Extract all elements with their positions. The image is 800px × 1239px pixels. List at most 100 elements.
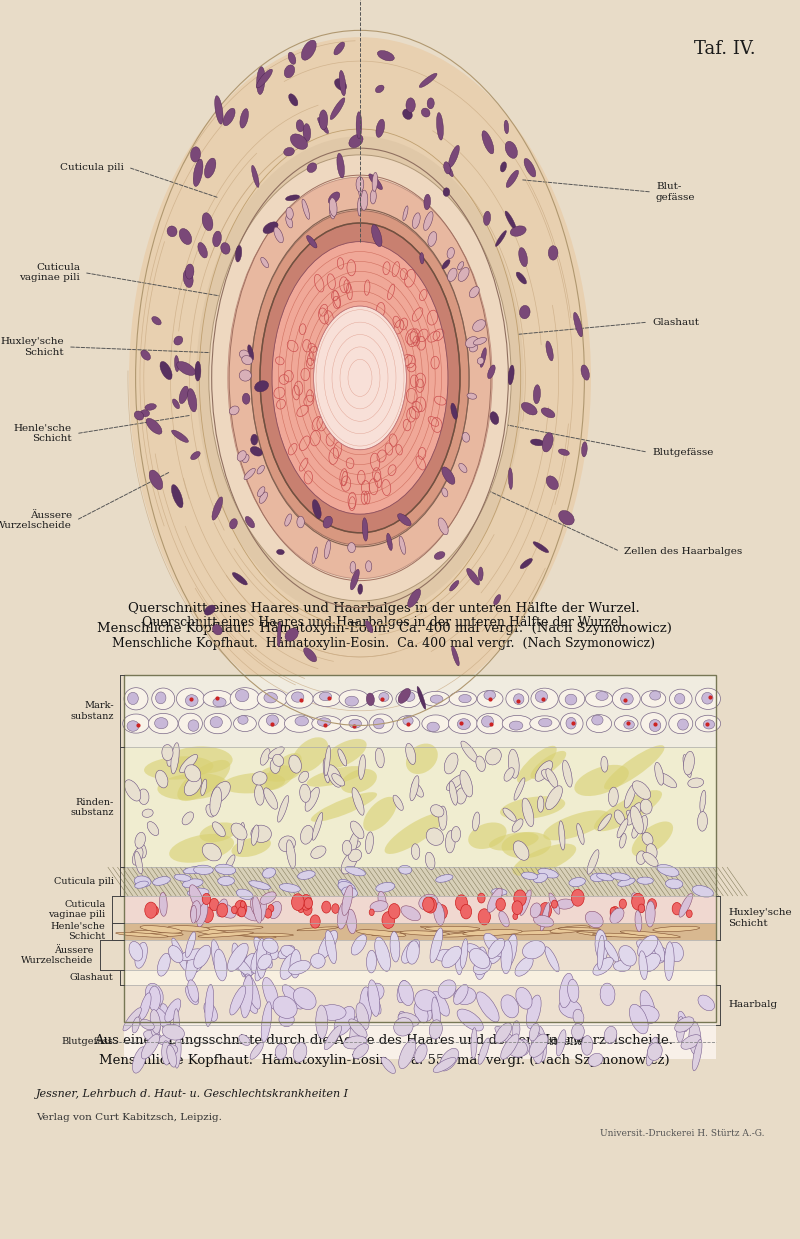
Ellipse shape: [398, 1011, 408, 1032]
Ellipse shape: [646, 901, 655, 927]
Ellipse shape: [228, 177, 492, 579]
Ellipse shape: [642, 852, 658, 866]
Ellipse shape: [353, 1043, 369, 1058]
Ellipse shape: [251, 165, 259, 187]
Ellipse shape: [215, 865, 236, 875]
Ellipse shape: [275, 1044, 286, 1059]
Ellipse shape: [418, 895, 438, 911]
Ellipse shape: [444, 753, 458, 774]
Ellipse shape: [389, 903, 400, 919]
Ellipse shape: [190, 146, 201, 162]
Ellipse shape: [370, 690, 392, 707]
Ellipse shape: [257, 67, 265, 94]
Ellipse shape: [116, 932, 168, 937]
Ellipse shape: [298, 871, 315, 880]
Ellipse shape: [434, 1058, 456, 1073]
Ellipse shape: [586, 690, 613, 707]
Ellipse shape: [478, 358, 484, 364]
Ellipse shape: [458, 268, 469, 281]
Ellipse shape: [573, 1010, 584, 1025]
Ellipse shape: [556, 900, 574, 909]
Ellipse shape: [238, 907, 246, 917]
Ellipse shape: [504, 768, 514, 782]
Ellipse shape: [235, 689, 249, 701]
Ellipse shape: [504, 120, 509, 134]
Ellipse shape: [238, 823, 245, 854]
Ellipse shape: [230, 406, 239, 415]
Ellipse shape: [187, 389, 197, 411]
Ellipse shape: [624, 784, 636, 808]
Ellipse shape: [632, 893, 644, 909]
Ellipse shape: [478, 567, 483, 581]
Ellipse shape: [339, 71, 346, 95]
Ellipse shape: [230, 519, 238, 529]
Ellipse shape: [239, 349, 250, 359]
Ellipse shape: [683, 755, 691, 778]
Ellipse shape: [596, 691, 608, 700]
Ellipse shape: [202, 213, 213, 230]
Ellipse shape: [398, 689, 410, 704]
Ellipse shape: [312, 813, 322, 840]
Ellipse shape: [242, 393, 250, 404]
Ellipse shape: [230, 986, 246, 1015]
Ellipse shape: [298, 771, 309, 783]
Ellipse shape: [199, 823, 238, 843]
Ellipse shape: [499, 911, 510, 927]
Ellipse shape: [466, 944, 482, 957]
Ellipse shape: [378, 51, 394, 61]
Text: Menschliche Kopfhaut.  Hämatoxylin-Eosin.  Ca. 550 mal vergr. (Nach Szymonowicz): Menschliche Kopfhaut. Hämatoxylin-Eosin.…: [98, 1054, 670, 1067]
Ellipse shape: [254, 784, 264, 805]
Ellipse shape: [513, 844, 576, 876]
Ellipse shape: [206, 804, 214, 817]
Ellipse shape: [222, 773, 286, 793]
Ellipse shape: [190, 953, 204, 973]
Ellipse shape: [438, 807, 447, 830]
Ellipse shape: [412, 782, 423, 797]
Ellipse shape: [358, 755, 366, 779]
Ellipse shape: [434, 551, 445, 559]
Ellipse shape: [630, 807, 643, 834]
Bar: [124, 940, 716, 970]
Ellipse shape: [374, 937, 390, 971]
Ellipse shape: [422, 108, 430, 116]
Text: Taf. IV.: Taf. IV.: [694, 40, 756, 58]
Ellipse shape: [501, 1033, 519, 1059]
Ellipse shape: [304, 648, 317, 662]
Ellipse shape: [646, 1037, 658, 1066]
Ellipse shape: [245, 974, 261, 1009]
Ellipse shape: [449, 145, 459, 167]
Ellipse shape: [520, 890, 531, 916]
Ellipse shape: [450, 781, 458, 805]
Ellipse shape: [303, 903, 312, 916]
Ellipse shape: [318, 930, 338, 959]
Ellipse shape: [698, 995, 714, 1011]
Ellipse shape: [393, 795, 403, 810]
Bar: [124, 675, 716, 1022]
Ellipse shape: [509, 468, 513, 489]
Ellipse shape: [162, 1025, 185, 1040]
Ellipse shape: [254, 937, 272, 968]
Ellipse shape: [327, 764, 342, 787]
Ellipse shape: [524, 159, 536, 177]
Ellipse shape: [604, 745, 665, 789]
Ellipse shape: [534, 873, 547, 882]
Ellipse shape: [138, 844, 146, 857]
Ellipse shape: [372, 932, 406, 935]
Ellipse shape: [312, 716, 342, 731]
Bar: [124, 970, 716, 985]
Ellipse shape: [647, 1043, 662, 1061]
Ellipse shape: [518, 248, 527, 266]
Ellipse shape: [250, 898, 258, 916]
Ellipse shape: [510, 225, 526, 237]
Ellipse shape: [454, 987, 476, 1005]
Ellipse shape: [225, 855, 235, 871]
Ellipse shape: [285, 514, 291, 527]
Ellipse shape: [502, 930, 566, 934]
Ellipse shape: [171, 484, 183, 508]
Ellipse shape: [127, 721, 139, 731]
Ellipse shape: [635, 911, 642, 932]
Ellipse shape: [467, 393, 477, 399]
Ellipse shape: [237, 451, 246, 461]
Ellipse shape: [646, 844, 657, 859]
Ellipse shape: [235, 245, 242, 261]
